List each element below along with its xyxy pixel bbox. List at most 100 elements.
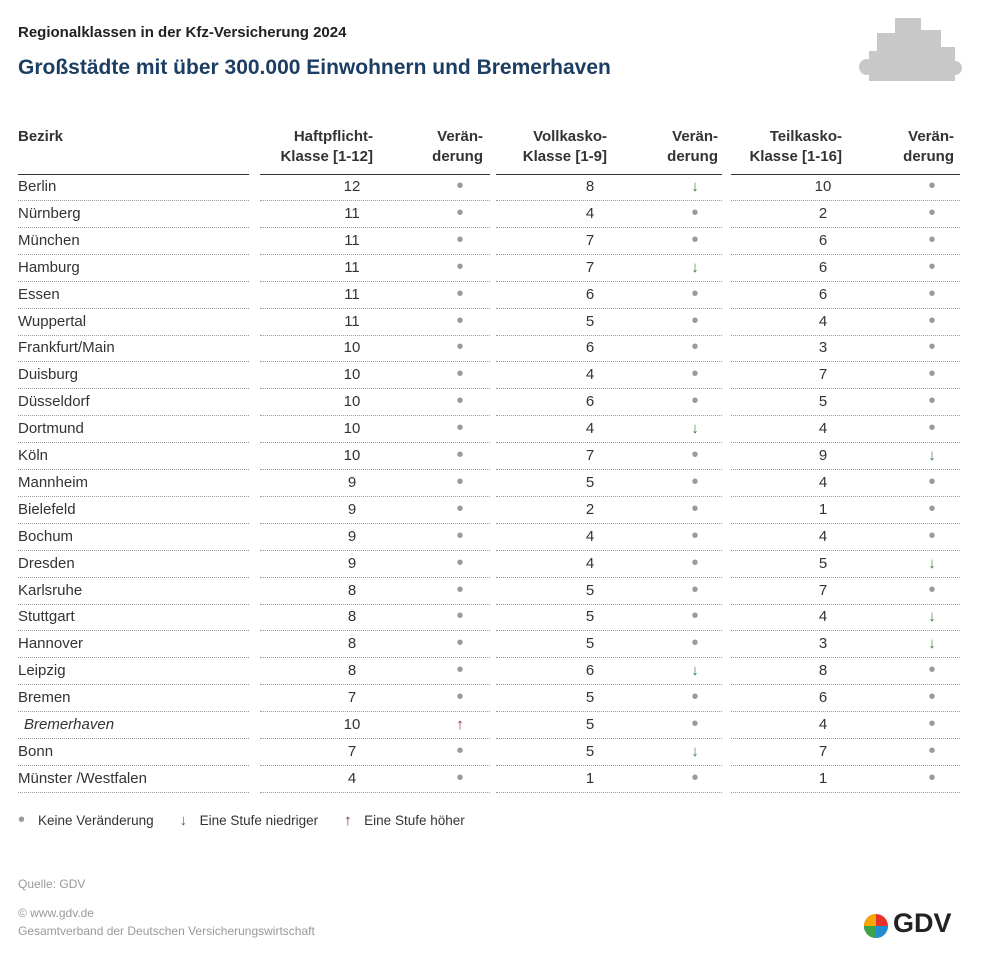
- change-indicator: •: [456, 632, 464, 655]
- district-name: Hannover: [18, 635, 84, 653]
- change-indicator: •: [928, 417, 936, 440]
- change-indicator: •: [928, 282, 936, 305]
- row-rule: [18, 307, 249, 309]
- change-indicator: •: [456, 497, 464, 520]
- class-value: 10: [343, 447, 361, 464]
- class-value: 4: [818, 716, 828, 733]
- legend-symbol: ↓: [179, 812, 188, 829]
- row-rule: [731, 764, 960, 766]
- column-header: Klasse [1-12]: [280, 148, 373, 165]
- class-value: 2: [585, 500, 595, 518]
- district-name: Düsseldorf: [18, 393, 90, 411]
- change-indicator: •: [928, 175, 936, 197]
- district-name: Dortmund: [18, 420, 84, 438]
- row-rule: [18, 469, 249, 470]
- change-indicator: •: [456, 524, 464, 547]
- class-value: 8: [347, 635, 357, 653]
- class-value: 7: [585, 447, 595, 464]
- district-name: Bielefeld: [18, 500, 76, 518]
- district-name: Bremerhaven: [24, 716, 115, 733]
- row-rule: [731, 522, 960, 524]
- change-indicator: •: [691, 713, 699, 735]
- row-rule: [260, 200, 490, 201]
- row-rule: [496, 576, 722, 578]
- change-indicator: •: [691, 470, 699, 493]
- row-rule: [731, 226, 960, 228]
- change-indicator: •: [456, 282, 464, 305]
- change-indicator: •: [456, 470, 464, 493]
- row-rule: [731, 495, 960, 497]
- row-rule: [496, 469, 722, 470]
- row-rule: [731, 388, 960, 390]
- change-indicator: •: [456, 201, 464, 224]
- row-rule: [496, 630, 722, 632]
- class-value: 10: [343, 716, 361, 733]
- class-value: 6: [818, 258, 828, 276]
- row-rule: [260, 522, 490, 524]
- class-value: 5: [585, 312, 595, 330]
- row-rule: [18, 495, 249, 497]
- class-value: 4: [818, 608, 828, 626]
- class-value: 10: [343, 339, 361, 357]
- change-indicator: •: [456, 766, 464, 789]
- change-indicator: •: [456, 228, 464, 251]
- class-value: 5: [585, 608, 595, 626]
- class-value: 9: [818, 447, 828, 464]
- class-value: 4: [585, 554, 595, 572]
- class-value: 4: [818, 527, 828, 545]
- row-rule: [496, 711, 722, 713]
- district-name: Berlin: [18, 178, 57, 195]
- column-header: Teilkasko-: [769, 128, 842, 145]
- legend-label: Keine Veränderung: [38, 813, 154, 828]
- row-rule: [496, 361, 722, 363]
- class-value: 8: [585, 178, 595, 195]
- change-indicator: •: [456, 605, 464, 628]
- row-rule: [18, 576, 249, 578]
- column-header: Bezirk: [18, 128, 64, 145]
- class-value: 5: [818, 393, 828, 411]
- title: Regionalklassen in der Kfz-Versicherung …: [18, 24, 347, 41]
- row-rule: [496, 334, 722, 336]
- change-indicator: •: [691, 282, 699, 305]
- row-rule: [18, 334, 249, 336]
- district-name: Leipzig: [18, 662, 66, 680]
- change-indicator: •: [456, 686, 464, 709]
- header-rule: [496, 174, 722, 175]
- row-rule: [260, 576, 490, 578]
- change-indicator: ↓: [928, 635, 936, 653]
- row-rule: [18, 603, 249, 605]
- class-value: 9: [347, 473, 357, 491]
- change-indicator: •: [691, 201, 699, 224]
- class-value: 4: [585, 204, 595, 222]
- class-value: 10: [343, 366, 361, 384]
- change-indicator: •: [928, 524, 936, 547]
- class-value: 5: [585, 689, 595, 707]
- change-indicator: •: [456, 417, 464, 440]
- row-rule: [260, 495, 490, 497]
- class-value: 7: [347, 742, 357, 760]
- row-rule: [260, 791, 490, 793]
- row-rule: [731, 549, 960, 551]
- class-value: 6: [585, 339, 595, 357]
- change-indicator: ↓: [928, 554, 936, 572]
- change-indicator: •: [456, 309, 464, 332]
- class-value: 10: [343, 420, 361, 438]
- class-value: 10: [814, 178, 832, 195]
- legend-symbol: •: [18, 809, 26, 831]
- change-indicator: •: [456, 255, 464, 278]
- website: © www.gdv.de: [18, 906, 94, 920]
- district-name: Essen: [18, 285, 60, 303]
- class-value: 3: [818, 339, 828, 357]
- row-rule: [731, 738, 960, 739]
- class-value: 1: [818, 500, 828, 518]
- row-rule: [496, 764, 722, 766]
- class-value: 11: [344, 231, 360, 249]
- row-rule: [18, 657, 249, 659]
- district-name: Karlsruhe: [18, 581, 83, 599]
- row-rule: [18, 388, 249, 390]
- change-indicator: ↓: [691, 178, 699, 195]
- change-indicator: ↓: [691, 742, 699, 760]
- change-indicator: •: [928, 659, 936, 682]
- district-name: Münster /Westfalen: [18, 769, 147, 787]
- class-value: 4: [818, 473, 828, 491]
